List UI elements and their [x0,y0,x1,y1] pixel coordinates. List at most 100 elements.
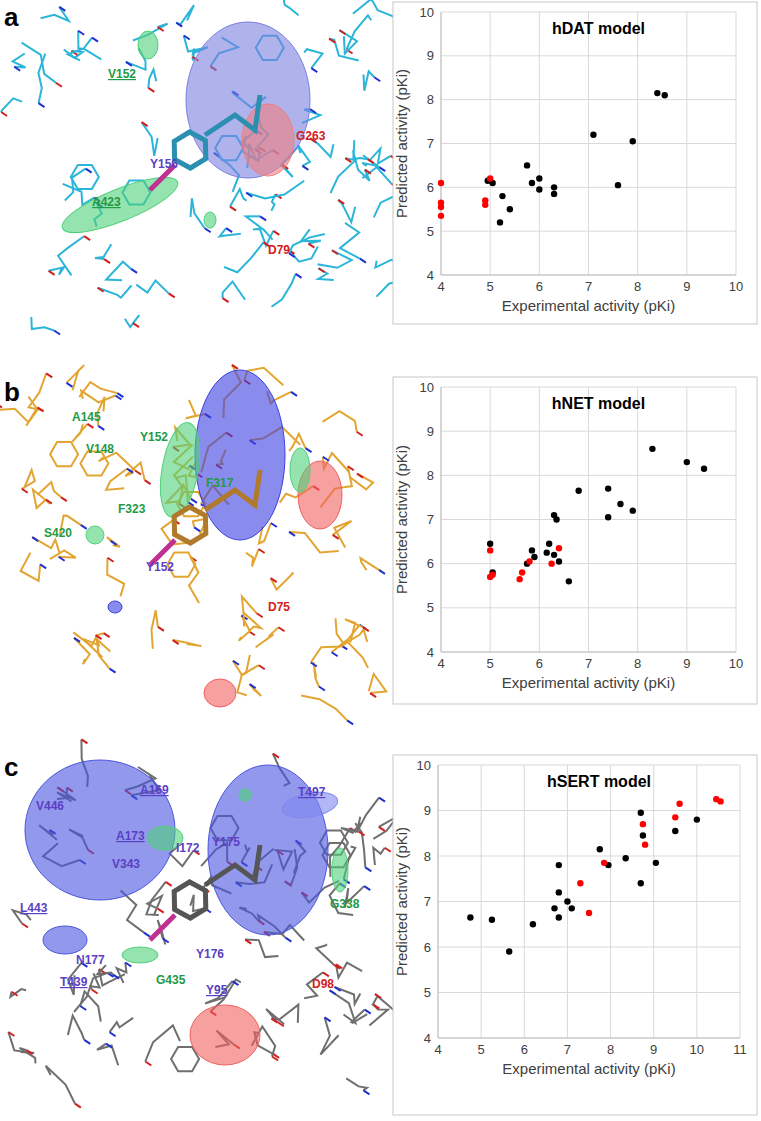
bond [67,365,85,390]
tick-label: 6 [427,180,434,195]
bond [363,627,369,631]
bond [365,867,371,871]
grid-line [441,99,736,100]
bond [163,938,169,942]
ligand [150,845,260,940]
point [556,889,562,895]
bond [22,923,28,927]
tick-label: 8 [607,1042,614,1057]
chart-title: hDAT model [552,20,645,37]
point [597,846,603,852]
tick-label: 9 [650,1042,657,1057]
bond [246,181,304,199]
contour-map [208,765,328,935]
structure-panel: bA145Y152V148F317F323S420Y152D75 [0,365,386,725]
bond [246,193,252,197]
bond [142,122,148,126]
bond [357,474,363,478]
point [530,921,536,927]
bond [147,896,162,915]
contour-map [242,104,294,176]
point [531,554,537,560]
bond [68,1016,84,1040]
bond [289,532,339,553]
marks [438,90,668,226]
bond [145,1025,180,1061]
bond [194,527,200,531]
bond [259,549,265,553]
tick-label: 10 [729,279,743,294]
bond [273,231,279,235]
bond [10,989,26,997]
contour-map [290,448,310,492]
bond [13,54,26,68]
point [717,798,723,804]
tick-label: 10 [729,656,743,671]
bond [38,482,61,497]
tick-label: 4 [427,268,434,283]
tick-label: 4 [434,1042,441,1057]
bond [22,489,28,493]
bond [173,640,202,646]
bond [125,315,139,327]
tick-label: 7 [424,894,431,909]
point [536,186,542,192]
bond [340,223,360,259]
bond [40,564,46,568]
bond [363,1090,369,1094]
bond [81,391,115,403]
grid-line [438,765,439,1038]
bond [289,532,295,536]
bond [22,470,35,489]
bond [148,88,154,92]
scatter-chart: 4567891045678910hDAT modelExperimental a… [393,2,757,324]
residue-label: N177 [76,953,105,967]
bond [318,268,334,280]
bond [373,848,384,865]
bond [26,397,37,426]
bond [108,558,114,562]
point [672,814,678,820]
bond [301,696,347,721]
bond [145,480,151,484]
bond [347,720,353,724]
bond [347,15,372,49]
point [617,501,623,507]
bond [127,469,133,473]
bond [379,798,385,802]
bond [291,392,297,396]
bond [319,687,325,691]
bond [379,570,385,574]
contour-map [86,526,104,544]
bond [75,1104,81,1108]
y-axis-label: Predicted activity (pKi) [393,69,410,218]
point [546,541,552,547]
bond [59,7,65,11]
point [694,816,700,822]
scatter-chart: 456789101145678910hSERT modelExperimenta… [393,755,757,1115]
tick-label: 5 [487,279,494,294]
bond [78,31,101,60]
point [701,466,707,472]
point [564,898,570,904]
bond [158,627,164,631]
bond [205,981,232,1003]
point [556,545,562,551]
grid-line [441,187,736,188]
ring [50,442,78,466]
bond [365,170,371,174]
bond [364,886,370,890]
ligand [150,470,260,565]
bond [176,23,182,27]
protein-sticks [1,0,408,335]
bond [14,67,20,71]
point [556,862,562,868]
point [642,841,648,847]
bond [205,228,211,232]
bond [166,882,172,886]
protein-sticks [8,739,397,1107]
bond [230,207,236,211]
bond [311,641,349,662]
residue-label: T439 [60,975,88,989]
point [526,558,532,564]
